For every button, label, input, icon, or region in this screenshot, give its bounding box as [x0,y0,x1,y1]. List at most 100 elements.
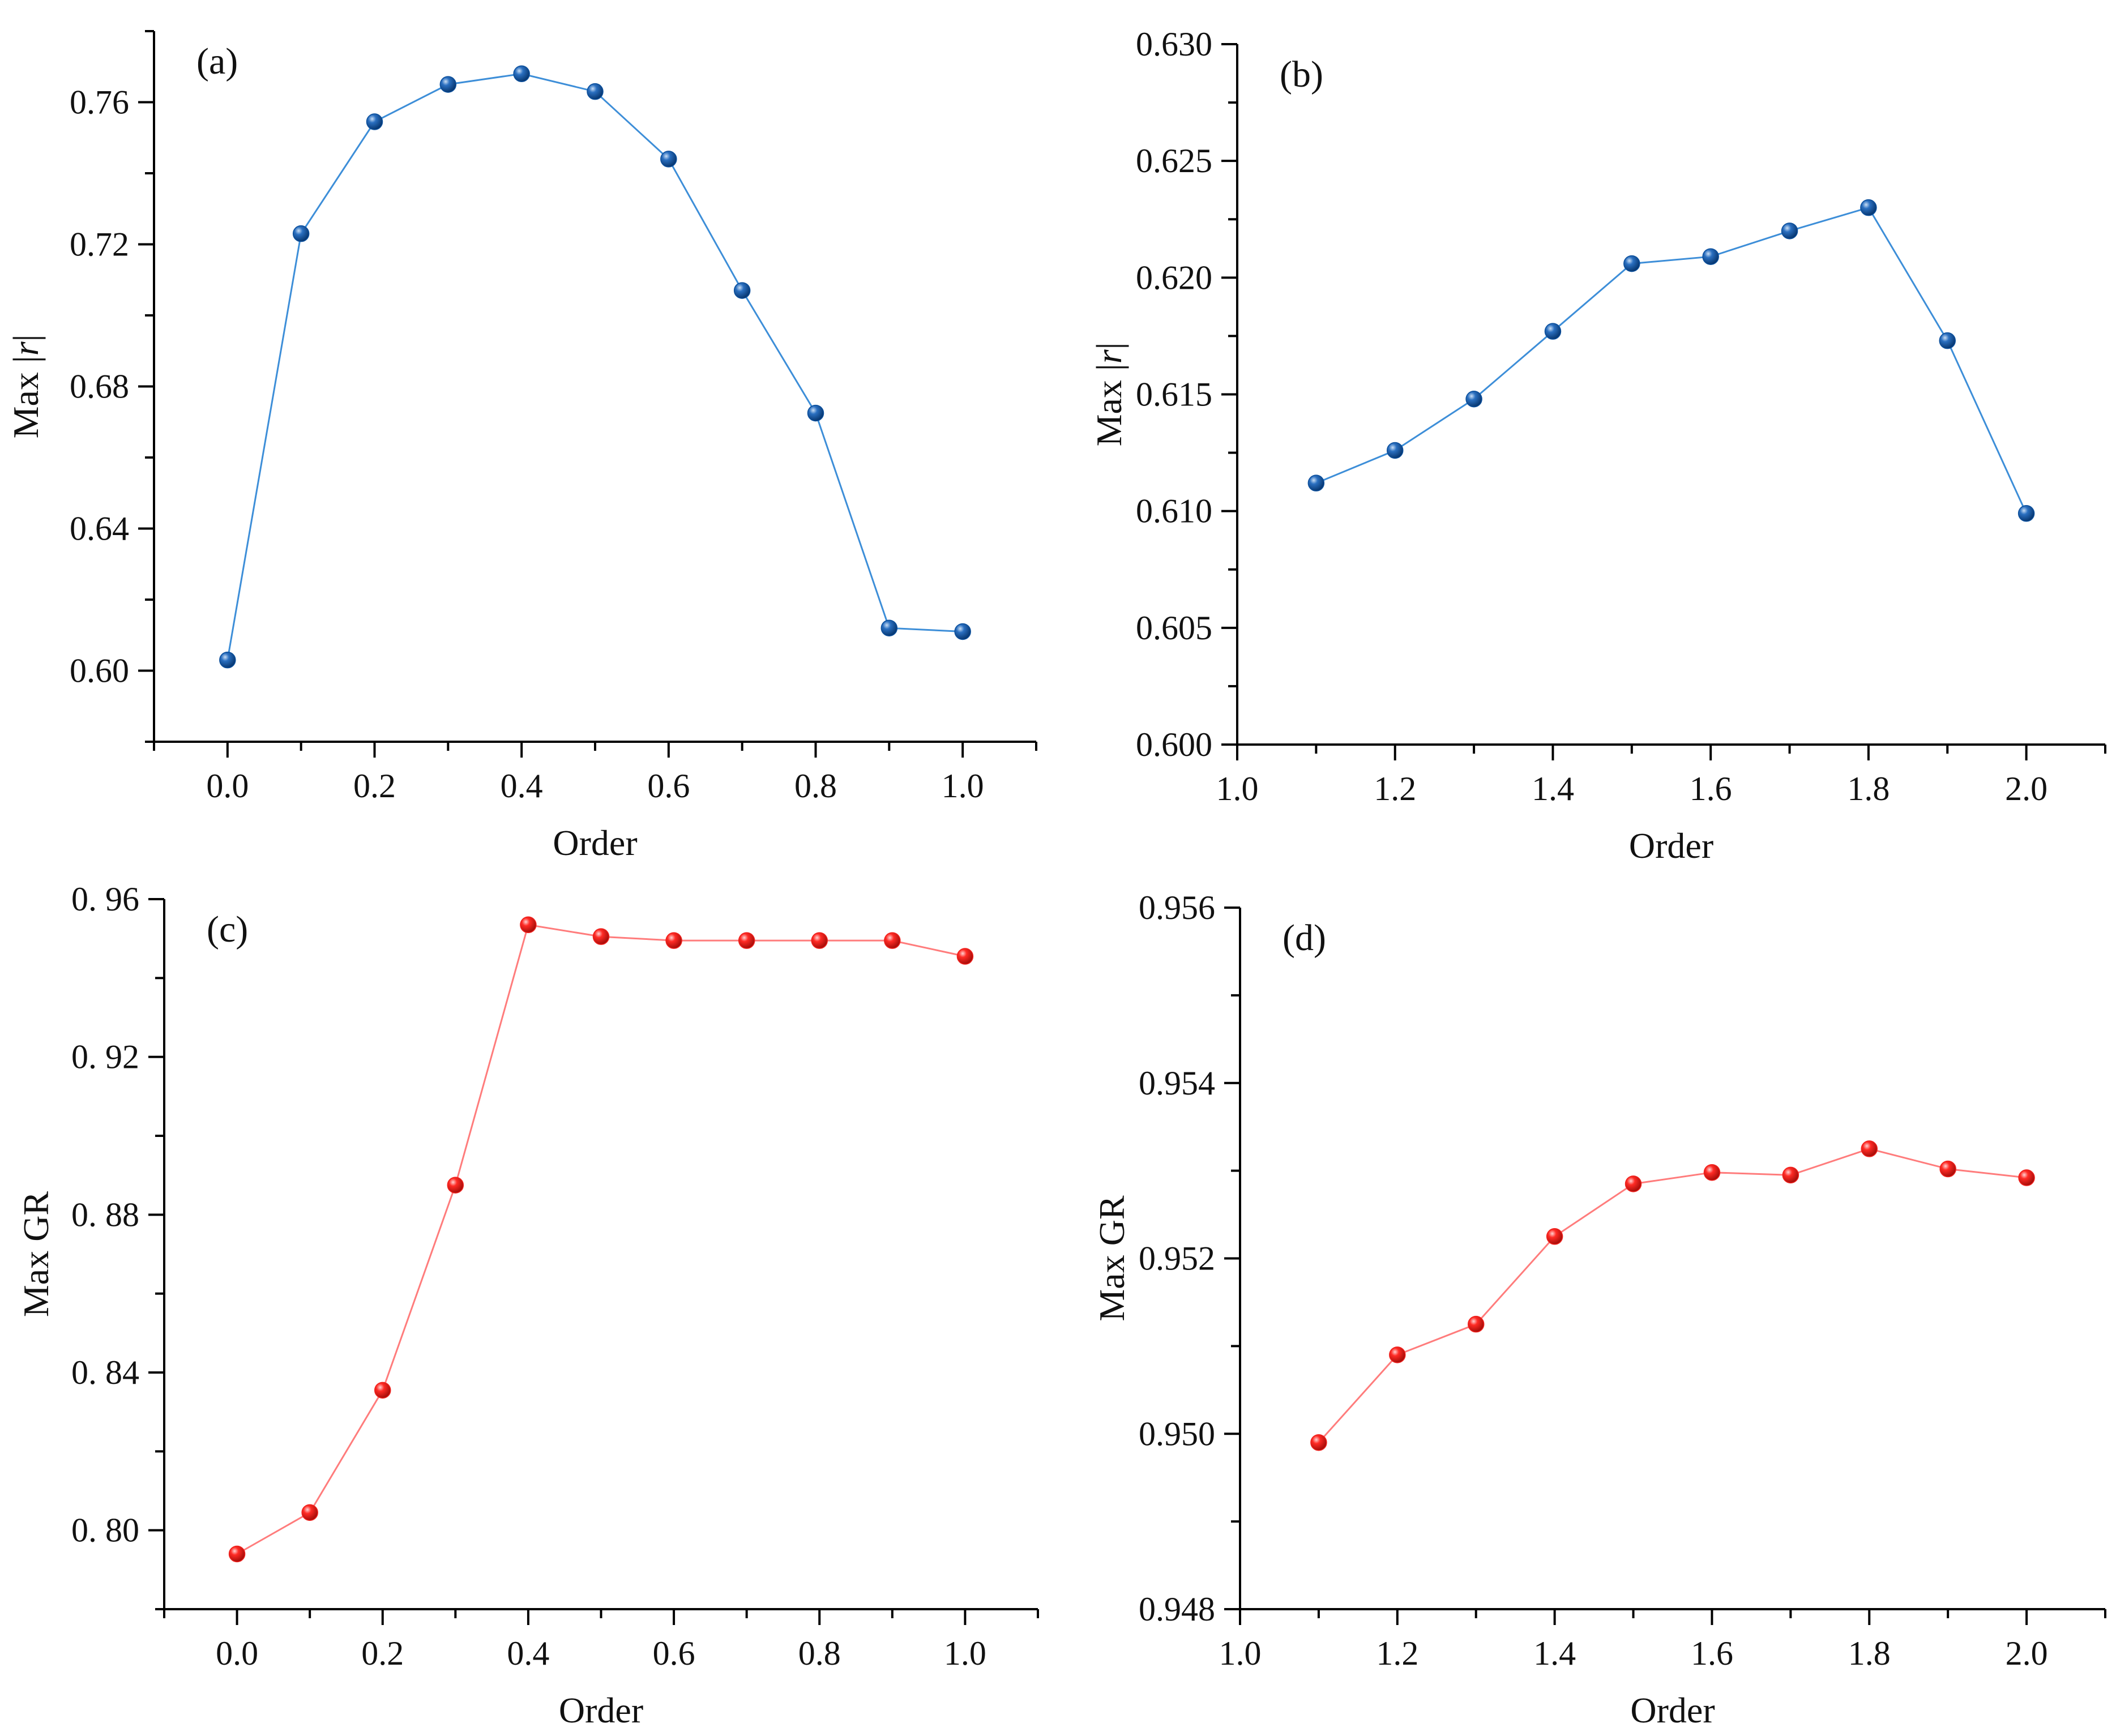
series-line [236,923,965,1555]
x-axis-title: Order [559,1690,643,1730]
y-tick-label: 0.76 [70,84,129,121]
x-tick-label: 1.0 [1216,770,1259,807]
data-point [1702,248,1719,265]
y-tick-label: 0.72 [70,226,129,263]
x-tick-label: 0.8 [794,767,837,805]
y-tick-label: 0.615 [1136,376,1212,413]
panel-label: (d) [1283,917,1326,959]
chart-panel-b: 1.0 1.2 1.4 1.6 1.8 2.0 0.600 0.605 0.610 0.615 0.… [1089,25,2106,866]
chart-panel-a: 0.0 0.2 0.4 0.6 0.8 1.0 0.60 0.64 0.68 0.72 0.76 Or… [6,30,1037,863]
data-point [660,151,677,168]
data-point [1389,1346,1406,1363]
y-tick-label: 0.610 [1136,493,1212,530]
panel-label: (b) [1280,54,1323,95]
data-point [1939,1160,1956,1178]
data-point [2018,1169,2035,1186]
y-tick-label: 0.600 [1136,726,1212,763]
y-axis-title-suffix: | [6,335,46,342]
panel-label: (a) [196,41,238,82]
data-point [1467,1315,1485,1333]
y-tick-label: 0. 84 [71,1354,139,1391]
y-axis-title-italic: r [1089,349,1129,364]
series-line [1315,206,2027,514]
y-tick-label: 0. 88 [71,1196,139,1233]
data-point [447,1177,464,1194]
x-tick-label: 2.0 [2005,770,2047,807]
x-tick-label: 0.0 [206,767,249,805]
y-tick-label: 0. 80 [71,1512,139,1549]
y-tick-label: 0.64 [70,510,129,548]
y-axis-title: Max GR [1092,1195,1132,1322]
data-point [592,928,610,945]
x-tick-label: 1.0 [944,1635,986,1672]
x-tick-label: 2.0 [2006,1635,2048,1672]
x-tick-label: 0.0 [216,1635,258,1672]
x-tick-label: 0.8 [798,1635,841,1672]
x-tick-label: 0.6 [653,1635,695,1672]
data-point [2017,505,2035,522]
data-point [1544,323,1562,340]
y-tick-label: 0.948 [1139,1590,1215,1628]
x-axis-title: Order [1629,826,1713,866]
y-tick-label: 0.952 [1139,1240,1215,1277]
x-tick-label: 0.6 [647,767,690,805]
panel-label: (c) [207,909,248,950]
x-tick-label: 1.6 [1690,770,1732,807]
data-point [1703,1164,1721,1181]
x-tick-label: 1.0 [1219,1635,1262,1672]
x-axis-title: Order [1630,1690,1715,1730]
y-tick-label: 0. 92 [71,1038,139,1076]
data-point [1307,474,1325,491]
series-line [1318,1148,2027,1443]
y-axis-title-prefix: Max | [6,356,46,438]
y-axis-title-prefix: Max GR [1092,1195,1132,1322]
chart-panel-d: 1.0 1.2 1.4 1.6 1.8 2.0 0.948 0.950 0.952 0.954 0.… [1092,889,2106,1730]
y-tick-label: 0.625 [1136,142,1212,179]
x-tick-label: 0.2 [361,1635,404,1672]
data-point [301,1504,318,1521]
x-tick-label: 0.4 [507,1635,549,1672]
data-point [1860,199,1877,216]
data-point [738,932,755,949]
y-tick-label: 0.605 [1136,609,1212,647]
data-point [520,916,537,934]
data-point [513,65,530,83]
data-point [1782,1166,1799,1184]
data-point [880,619,898,636]
x-tick-label: 1.8 [1847,770,1890,807]
y-tick-label: 0.630 [1136,25,1212,63]
x-tick-label: 1.4 [1533,1635,1576,1672]
data-point [954,623,971,640]
data-point [219,651,236,669]
x-tick-label: 1.2 [1376,1635,1418,1672]
x-tick-label: 1.6 [1691,1635,1733,1672]
data-point [292,225,310,242]
y-tick-label: 0.68 [70,368,129,405]
y-axis-title-prefix: Max | [1089,364,1129,446]
x-tick-label: 0.2 [353,767,396,805]
data-point [811,932,828,949]
chart-panel-c: 0.0 0.2 0.4 0.6 0.8 1.0 0. 80 0. 84 0. 88 0. 92 0.… [16,880,1039,1730]
y-tick-label: 0.60 [70,652,129,690]
x-tick-label: 1.0 [942,767,984,805]
data-point [1623,255,1640,272]
data-point [1939,332,1956,349]
y-tick-label: 0.954 [1139,1064,1215,1102]
data-point [1861,1140,1878,1157]
data-point [956,948,974,965]
y-axis-title-italic: r [6,341,46,356]
data-point [1546,1228,1563,1245]
data-point [1625,1175,1642,1192]
data-point [366,113,383,130]
data-point [1386,442,1404,459]
data-point [1310,1434,1327,1451]
data-point [439,76,457,93]
y-axis-title: Max |r| [1089,343,1129,447]
x-tick-label: 1.2 [1374,770,1416,807]
series-line [226,72,963,660]
y-axis-title-suffix: | [1089,343,1129,350]
data-point [374,1382,391,1399]
x-tick-label: 1.8 [1848,1635,1891,1672]
y-axis-title-prefix: Max GR [16,1191,56,1318]
x-tick-label: 1.4 [1532,770,1574,807]
